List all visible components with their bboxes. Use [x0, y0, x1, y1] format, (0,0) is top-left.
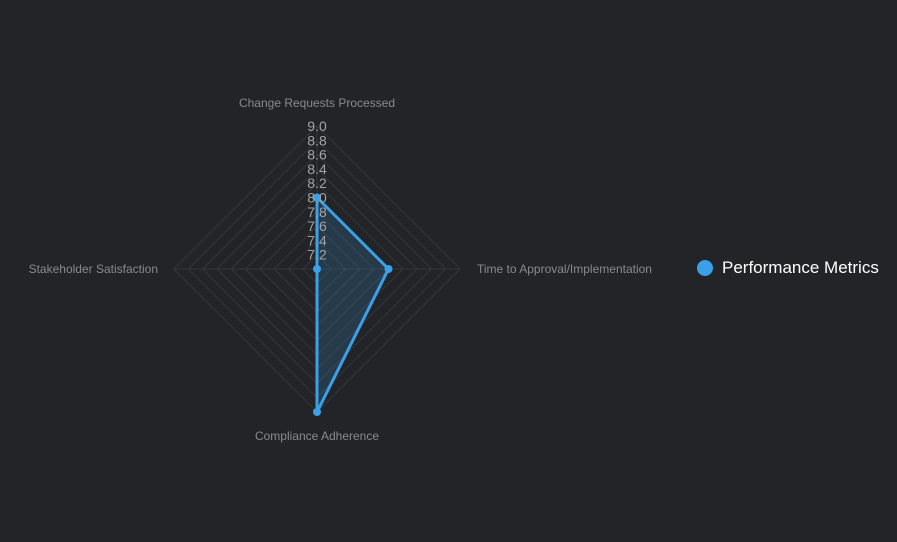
data-point[interactable] — [313, 265, 321, 273]
tick-label: 7.8 — [307, 204, 327, 220]
tick-label: 7.4 — [307, 232, 327, 248]
axis-label: Stakeholder Satisfaction — [29, 262, 158, 276]
tick-layer: 7.27.47.67.88.08.28.48.68.89.0 — [307, 118, 327, 263]
tick-label: 9.0 — [307, 118, 327, 134]
legend-marker-icon — [697, 260, 713, 276]
tick-label: 8.6 — [307, 147, 327, 163]
series-layer — [313, 193, 393, 416]
axis-label-layer: Change Requests Processed Time to Approva… — [29, 96, 652, 443]
tick-label: 8.8 — [307, 132, 327, 148]
data-point[interactable] — [313, 408, 321, 416]
data-point[interactable] — [313, 193, 321, 202]
tick-label: 8.0 — [307, 190, 327, 206]
tick-label: 8.4 — [307, 161, 327, 177]
data-point[interactable] — [384, 265, 393, 273]
tick-label: 7.6 — [307, 218, 327, 234]
legend[interactable]: Performance Metrics — [697, 258, 879, 278]
axis-label: Time to Approval/Implementation — [477, 262, 652, 276]
tick-label: 7.2 — [307, 247, 327, 263]
axis-label: Change Requests Processed — [239, 96, 395, 110]
legend-label: Performance Metrics — [722, 258, 879, 277]
tick-label: 8.2 — [307, 175, 327, 191]
axis-label: Compliance Adherence — [255, 429, 379, 443]
